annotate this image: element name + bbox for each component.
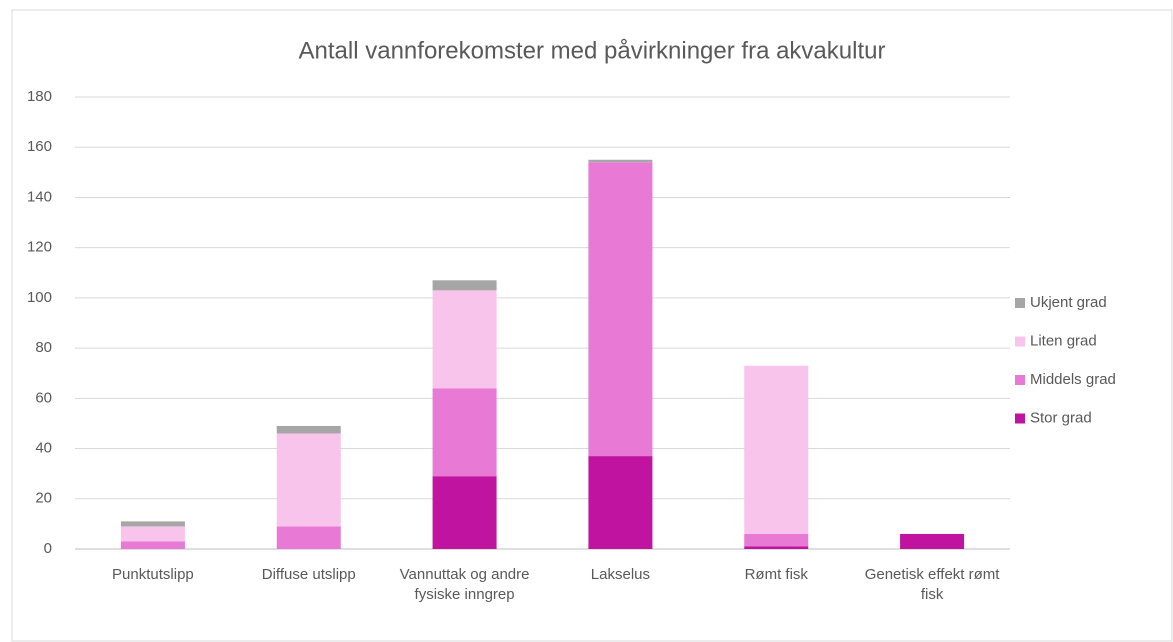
- legend-label: Stor grad: [1030, 409, 1092, 426]
- x-tick-label: Diffuse utslipp: [261, 566, 356, 583]
- x-tick-label: Lakselus: [590, 566, 650, 583]
- legend-swatch: [1015, 336, 1025, 347]
- x-tick-label: Genetisk effekt rømt fisk: [864, 566, 1000, 603]
- y-tick-label: 140: [27, 188, 52, 205]
- x-tick-label-box: Rømt fisk: [744, 566, 808, 583]
- bar-segment: [588, 162, 653, 457]
- y-tick-label: 160: [27, 138, 52, 155]
- bar-segment: [432, 290, 497, 389]
- x-tick-label-box: Punktutslipp: [112, 566, 194, 583]
- bar-segment: [432, 388, 497, 477]
- y-tick-label: 20: [35, 490, 52, 507]
- bar-segment: [120, 521, 185, 527]
- x-tick-label-box: Vannuttak og andre fysiske inngrep: [399, 566, 530, 603]
- bar-segment: [276, 526, 341, 549]
- y-tick-label: 80: [35, 339, 52, 356]
- bar-segment: [744, 365, 809, 534]
- bar-segment: [276, 433, 341, 527]
- bar-segment: [900, 533, 965, 549]
- bar-segment: [120, 541, 185, 549]
- bar-segment: [432, 280, 497, 291]
- bar-segment: [744, 546, 809, 549]
- bar-segment: [744, 533, 809, 547]
- x-tick-label-box: Lakselus: [590, 566, 650, 583]
- y-tick-label: 40: [35, 440, 52, 457]
- legend-swatch: [1015, 413, 1025, 424]
- legend-label: Liten grad: [1030, 332, 1097, 349]
- x-tick-label: Rømt fisk: [744, 566, 808, 583]
- bar-segment: [276, 425, 341, 434]
- x-tick-label-box: Diffuse utslipp: [261, 566, 356, 583]
- x-tick-label: Vannuttak og andre fysiske inngrep: [399, 566, 530, 603]
- bar-segment: [432, 476, 497, 549]
- legend-label: Middels grad: [1030, 371, 1116, 388]
- bar-segment: [588, 456, 653, 549]
- bar-segment: [120, 526, 185, 542]
- y-tick-label: 100: [27, 289, 52, 306]
- x-tick-label-box: Genetisk effekt rømt fisk: [864, 566, 1000, 603]
- chart-title: Antall vannforekomster med påvirkninger …: [299, 37, 886, 64]
- x-tick-label: Punktutslipp: [112, 566, 194, 583]
- y-tick-label: 60: [35, 389, 52, 406]
- y-tick-label: 0: [44, 540, 52, 557]
- legend-swatch: [1015, 298, 1025, 308]
- legend-swatch: [1015, 375, 1025, 385]
- bar-segment: [588, 159, 653, 163]
- y-tick-label: 120: [27, 239, 52, 256]
- legend-label: Ukjent grad: [1030, 294, 1107, 311]
- y-tick-label: 180: [27, 88, 52, 105]
